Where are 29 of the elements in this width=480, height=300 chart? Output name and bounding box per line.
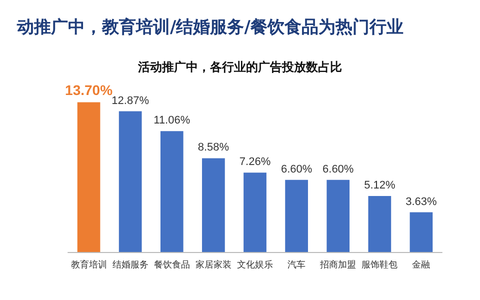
bar	[244, 172, 266, 252]
x-tick-label: 招商加盟	[319, 260, 356, 270]
x-tick-label: 金融	[412, 260, 430, 270]
data-label: 13.70%	[65, 82, 114, 98]
bar	[410, 212, 433, 252]
x-tick-label: 结婚服务	[112, 260, 148, 270]
bar	[118, 111, 142, 252]
data-label: 12.87%	[112, 94, 150, 107]
data-label: 5.12%	[364, 180, 396, 192]
x-tick-label: 文化娱乐	[237, 260, 273, 270]
data-label: 7.26%	[239, 156, 271, 168]
bar	[77, 102, 100, 252]
bar	[326, 180, 350, 252]
x-tick-label: 餐饮食品	[154, 260, 190, 270]
x-tick-label: 教育培训	[70, 260, 107, 270]
data-label: 8.58%	[198, 142, 230, 154]
bar	[160, 131, 184, 252]
x-tick-label: 家居家装	[195, 260, 232, 270]
data-label: 6.60%	[322, 163, 354, 176]
data-label: 6.60%	[280, 163, 312, 176]
bar	[285, 180, 308, 252]
x-tick-label: 汽车	[288, 260, 306, 270]
bar	[202, 158, 225, 252]
x-tick-label: 服饰鞋包	[362, 260, 398, 270]
chart-title: 动推广中，教育培训/结婚服务/餐饮食品为热门行业	[16, 16, 404, 38]
chart-subtitle: 活动推广中，各行业的广告投放数占比	[137, 60, 342, 74]
data-label: 11.06%	[154, 114, 190, 127]
bar	[368, 196, 392, 252]
data-label: 3.63%	[406, 196, 438, 208]
